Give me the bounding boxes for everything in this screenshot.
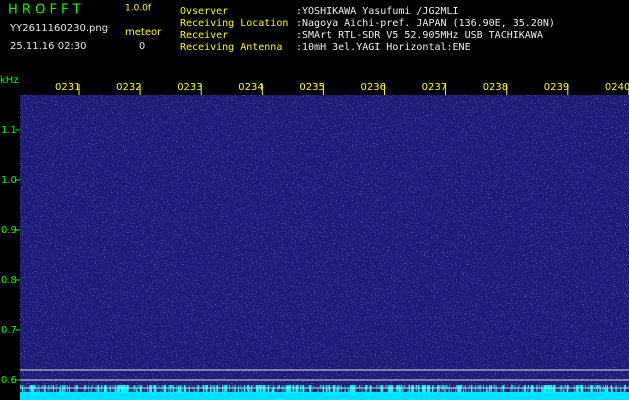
freq-label: 1.1 bbox=[1, 125, 17, 136]
info-value: :YOSHIKAWA Yasufumi /JG2MLI bbox=[296, 6, 459, 17]
freq-label: 0.7 bbox=[1, 325, 17, 336]
freq-label: 0.9 bbox=[1, 225, 17, 236]
info-label: Receiving Location bbox=[180, 18, 288, 29]
version: 1.0.0f bbox=[125, 4, 152, 14]
time-label: 0236 bbox=[361, 82, 386, 93]
time-label: 0239 bbox=[544, 82, 569, 93]
meteor-label: meteor bbox=[125, 27, 162, 38]
datetime: 25.11.16 02:30 bbox=[10, 41, 87, 52]
time-label: 0232 bbox=[116, 82, 141, 93]
freq-label: 0.8 bbox=[1, 275, 17, 286]
time-label: 0235 bbox=[299, 82, 324, 93]
generated: Ovserver :YOSHIKAWA Yasufumi /JG2MLI Recei… bbox=[1, 6, 629, 386]
spectrogram bbox=[20, 95, 629, 400]
signal-band bbox=[20, 392, 629, 400]
freq-label: 0.6 bbox=[1, 375, 17, 386]
info-value: :SMArt RTL-SDR V5 52.905MHz USB TACHIKAW… bbox=[296, 30, 543, 41]
info-label: Receiving Antenna bbox=[180, 42, 282, 53]
time-label: 0233 bbox=[177, 82, 202, 93]
freq-label: 1.0 bbox=[1, 175, 17, 186]
info-label: Receiver bbox=[180, 30, 228, 41]
app-title: H R O F F T bbox=[8, 3, 81, 18]
time-label: 0234 bbox=[238, 82, 263, 93]
axis-unit: kHz bbox=[0, 75, 19, 86]
info-value: :Nagoya Aichi-pref. JAPAN (136.90E, 35.2… bbox=[296, 18, 555, 29]
filename: YY2611160230.png bbox=[9, 23, 108, 34]
time-label: 0238 bbox=[483, 82, 508, 93]
time-label: 0237 bbox=[422, 82, 447, 93]
meteor-count: 0 bbox=[139, 41, 145, 52]
time-label: 0231 bbox=[55, 82, 80, 93]
signal-noise bbox=[20, 385, 629, 393]
info-value: :10mH 3el.YAGI Horizontal:ENE bbox=[296, 42, 471, 53]
info-label: Ovserver bbox=[180, 6, 228, 17]
time-label: 0240 bbox=[605, 82, 629, 93]
